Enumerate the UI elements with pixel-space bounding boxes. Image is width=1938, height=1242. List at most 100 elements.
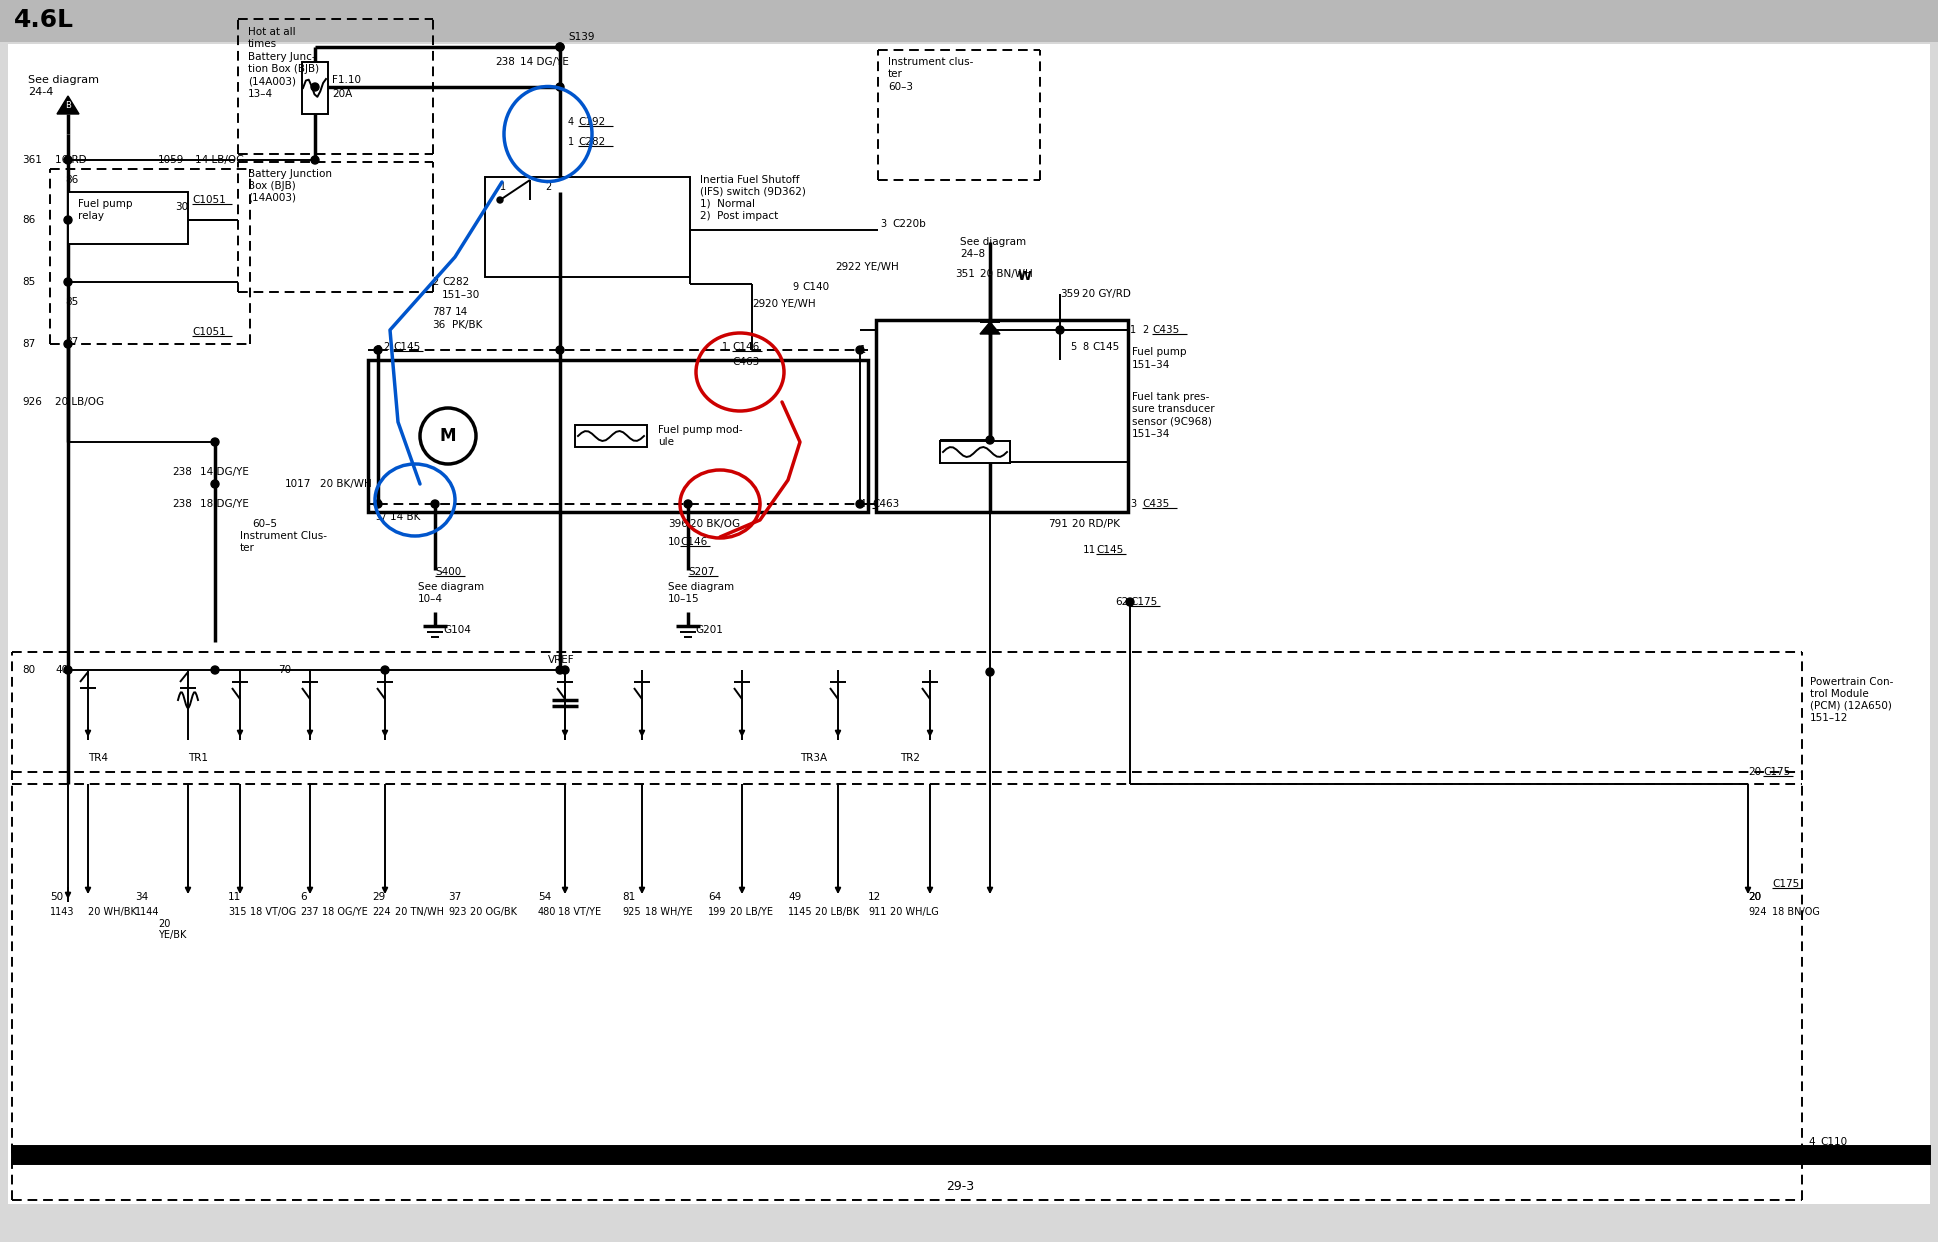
Polygon shape bbox=[56, 96, 79, 114]
Text: 10–4: 10–4 bbox=[419, 594, 444, 604]
Text: C145: C145 bbox=[1097, 545, 1124, 555]
Text: 10–15: 10–15 bbox=[669, 594, 700, 604]
Text: C145: C145 bbox=[393, 342, 421, 351]
Text: 62: 62 bbox=[1114, 597, 1128, 607]
Text: 151–30: 151–30 bbox=[442, 289, 481, 301]
Text: 20 BN/WH: 20 BN/WH bbox=[981, 270, 1033, 279]
Circle shape bbox=[64, 666, 72, 674]
Text: 60–5: 60–5 bbox=[252, 519, 277, 529]
Text: 24-4: 24-4 bbox=[27, 87, 54, 97]
Text: 2)  Post impact: 2) Post impact bbox=[700, 211, 779, 221]
Text: 924: 924 bbox=[1748, 907, 1767, 917]
Text: 20 LB/YE: 20 LB/YE bbox=[731, 907, 773, 917]
Text: 2: 2 bbox=[374, 345, 382, 355]
Text: 151–34: 151–34 bbox=[1132, 428, 1171, 438]
Text: 151–34: 151–34 bbox=[1132, 360, 1171, 370]
Text: 20 GY/RD: 20 GY/RD bbox=[1081, 289, 1132, 299]
Text: 1: 1 bbox=[1130, 325, 1136, 335]
Text: PK/BK: PK/BK bbox=[452, 320, 483, 330]
Text: 20: 20 bbox=[1748, 892, 1762, 902]
Text: 911: 911 bbox=[868, 907, 886, 917]
Text: Fuel pump: Fuel pump bbox=[1132, 347, 1186, 356]
Text: C146: C146 bbox=[680, 537, 707, 546]
Text: 11: 11 bbox=[229, 892, 240, 902]
Text: 351: 351 bbox=[955, 270, 975, 279]
Circle shape bbox=[1056, 325, 1064, 334]
Text: 20 WH/LG: 20 WH/LG bbox=[890, 907, 938, 917]
Text: 50: 50 bbox=[50, 892, 64, 902]
Text: (PCM) (12A650): (PCM) (12A650) bbox=[1810, 700, 1891, 710]
Text: 29: 29 bbox=[372, 892, 386, 902]
Text: C435: C435 bbox=[1151, 325, 1178, 335]
Circle shape bbox=[986, 668, 994, 676]
Circle shape bbox=[556, 43, 564, 51]
Circle shape bbox=[64, 216, 72, 224]
Bar bbox=[576, 425, 647, 447]
Text: 20 TN/WH: 20 TN/WH bbox=[395, 907, 444, 917]
Text: 1017: 1017 bbox=[285, 479, 312, 489]
Text: C1051: C1051 bbox=[192, 327, 225, 337]
Text: C192: C192 bbox=[578, 117, 605, 127]
Text: 87: 87 bbox=[21, 339, 35, 349]
Text: S400: S400 bbox=[434, 568, 461, 578]
Text: 29-3: 29-3 bbox=[946, 1180, 975, 1194]
Text: 18 VT/YE: 18 VT/YE bbox=[558, 907, 601, 917]
Text: Battery Junc-: Battery Junc- bbox=[248, 52, 316, 62]
Text: sensor (9C968): sensor (9C968) bbox=[1132, 416, 1211, 426]
Text: 1059: 1059 bbox=[159, 155, 184, 165]
Text: 85: 85 bbox=[66, 297, 78, 307]
Text: 9: 9 bbox=[793, 282, 798, 292]
Text: 151–12: 151–12 bbox=[1810, 713, 1849, 723]
Circle shape bbox=[556, 666, 564, 674]
Text: C463: C463 bbox=[733, 356, 760, 366]
Text: 20 BK/OG: 20 BK/OG bbox=[690, 519, 740, 529]
Text: 20 BK/WH: 20 BK/WH bbox=[320, 479, 372, 489]
Text: 5: 5 bbox=[1070, 342, 1076, 351]
Text: 29: 29 bbox=[835, 262, 849, 272]
Text: 2: 2 bbox=[432, 277, 438, 287]
Text: F1.10: F1.10 bbox=[331, 75, 360, 84]
Text: 36: 36 bbox=[432, 320, 446, 330]
Circle shape bbox=[64, 156, 72, 164]
Text: 20 OG/BK: 20 OG/BK bbox=[471, 907, 517, 917]
Text: 12: 12 bbox=[868, 892, 882, 902]
Text: G104: G104 bbox=[444, 625, 471, 635]
Text: 8: 8 bbox=[1081, 342, 1087, 351]
Text: 224: 224 bbox=[372, 907, 391, 917]
Text: 14 BK: 14 BK bbox=[390, 512, 421, 522]
Text: 315: 315 bbox=[229, 907, 246, 917]
Text: ter: ter bbox=[240, 543, 256, 553]
Text: 64: 64 bbox=[707, 892, 721, 902]
Text: 30: 30 bbox=[174, 202, 188, 212]
Bar bbox=[68, 193, 188, 243]
Text: TR1: TR1 bbox=[188, 753, 207, 763]
Circle shape bbox=[211, 479, 219, 488]
Text: 923: 923 bbox=[448, 907, 467, 917]
Circle shape bbox=[560, 666, 570, 674]
Circle shape bbox=[684, 501, 692, 508]
Text: 238: 238 bbox=[172, 467, 192, 477]
Text: 18 VT/OG: 18 VT/OG bbox=[250, 907, 297, 917]
Circle shape bbox=[211, 438, 219, 446]
Text: 238: 238 bbox=[172, 499, 192, 509]
Text: B: B bbox=[66, 102, 72, 111]
Polygon shape bbox=[981, 322, 1000, 334]
Text: ter: ter bbox=[888, 70, 903, 79]
Circle shape bbox=[64, 278, 72, 286]
Text: 10: 10 bbox=[669, 537, 680, 546]
Bar bbox=[12, 1146, 1930, 1164]
Text: TR2: TR2 bbox=[899, 753, 921, 763]
Text: 361: 361 bbox=[21, 155, 43, 165]
Bar bbox=[484, 178, 690, 277]
Text: TR3A: TR3A bbox=[800, 753, 828, 763]
Text: See diagram: See diagram bbox=[419, 582, 484, 592]
Text: 480: 480 bbox=[539, 907, 556, 917]
Text: 787: 787 bbox=[432, 307, 452, 317]
Text: 20: 20 bbox=[1748, 892, 1762, 902]
Text: C140: C140 bbox=[802, 282, 829, 292]
Text: 81: 81 bbox=[622, 892, 636, 902]
Circle shape bbox=[310, 156, 320, 164]
Text: Box (BJB): Box (BJB) bbox=[248, 181, 297, 191]
Circle shape bbox=[310, 83, 320, 91]
Text: 18 BN/OG: 18 BN/OG bbox=[1771, 907, 1820, 917]
